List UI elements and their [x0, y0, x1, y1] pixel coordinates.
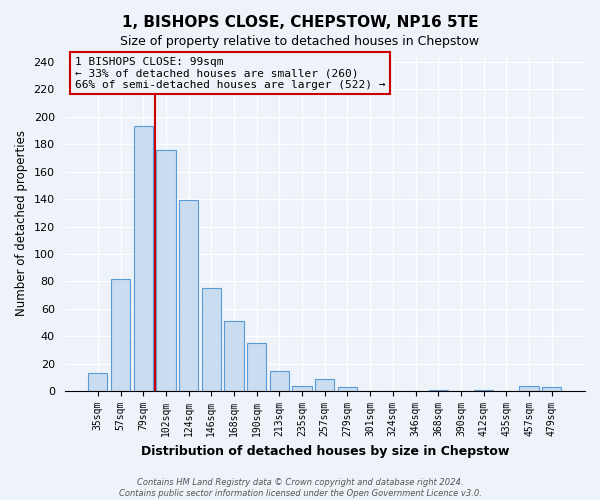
Text: 1 BISHOPS CLOSE: 99sqm
← 33% of detached houses are smaller (260)
66% of semi-de: 1 BISHOPS CLOSE: 99sqm ← 33% of detached… [75, 56, 385, 90]
Bar [270, 370, 289, 391]
Bar [315, 379, 334, 391]
Bar [474, 390, 493, 391]
Bar [338, 387, 357, 391]
Bar [247, 343, 266, 391]
Bar [179, 200, 198, 391]
X-axis label: Distribution of detached houses by size in Chepstow: Distribution of detached houses by size … [140, 444, 509, 458]
Bar [156, 150, 176, 391]
Bar [542, 387, 562, 391]
Bar [224, 321, 244, 391]
Bar [428, 390, 448, 391]
Text: 1, BISHOPS CLOSE, CHEPSTOW, NP16 5TE: 1, BISHOPS CLOSE, CHEPSTOW, NP16 5TE [122, 15, 478, 30]
Bar [292, 386, 312, 391]
Bar [134, 126, 153, 391]
Bar [88, 374, 107, 391]
Y-axis label: Number of detached properties: Number of detached properties [15, 130, 28, 316]
Text: Contains HM Land Registry data © Crown copyright and database right 2024.
Contai: Contains HM Land Registry data © Crown c… [119, 478, 481, 498]
Bar [202, 288, 221, 391]
Bar [520, 386, 539, 391]
Text: Size of property relative to detached houses in Chepstow: Size of property relative to detached ho… [121, 35, 479, 48]
Bar [111, 278, 130, 391]
